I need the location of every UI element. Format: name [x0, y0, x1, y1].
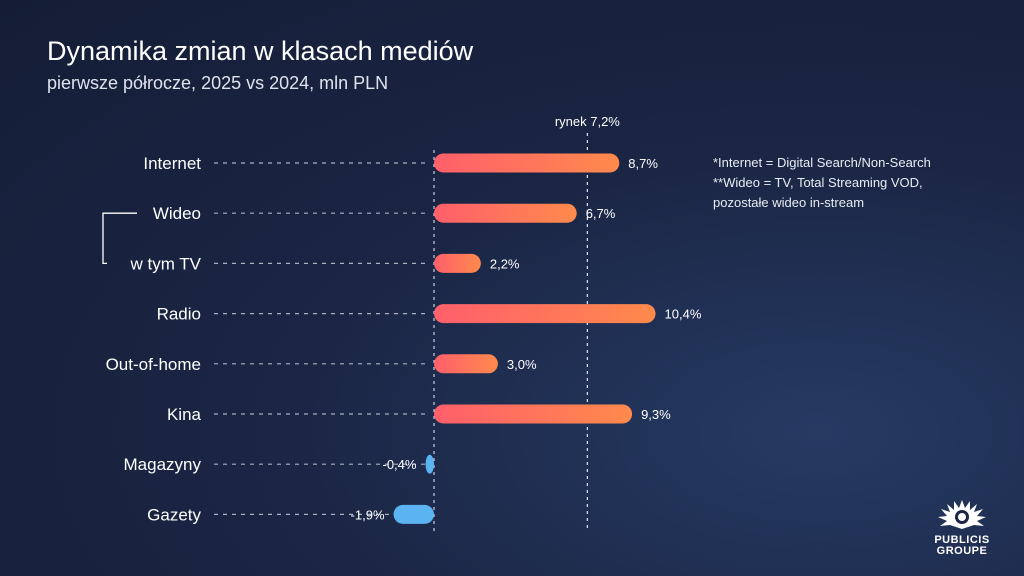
category-label: Kina — [167, 405, 202, 424]
footnote-wideo-cont: pozostałe wideo in-stream — [713, 195, 865, 210]
bar — [434, 304, 656, 324]
bar — [434, 404, 633, 424]
bar — [434, 153, 620, 173]
footnote-wideo: **Wideo = TV, Total Streaming VOD, — [713, 175, 923, 190]
footnote-internet: *Internet = Digital Search/Non-Search — [713, 155, 931, 170]
lion-head-icon — [938, 500, 986, 529]
bar — [434, 354, 498, 374]
bar — [425, 454, 434, 474]
value-label: -1,9% — [351, 507, 385, 522]
value-label: 8,7% — [628, 156, 658, 171]
bar — [434, 203, 577, 223]
category-label: Gazety — [147, 505, 201, 524]
category-label: Out-of-home — [106, 355, 201, 374]
reference-line-label: rynek 7,2% — [555, 114, 620, 129]
logo-line1: PUBLICIS — [934, 534, 990, 546]
category-label: w tym TV — [129, 254, 201, 273]
value-label: 9,3% — [641, 407, 671, 422]
value-label: 3,0% — [507, 357, 537, 372]
value-label: 2,2% — [490, 256, 520, 271]
logo-line2: GROUPE — [936, 545, 988, 557]
bar — [393, 504, 434, 524]
value-label: 6,7% — [586, 206, 616, 221]
bar — [434, 253, 481, 273]
category-label: Radio — [157, 305, 201, 324]
category-label: Magazyny — [124, 455, 202, 474]
group-bracket — [102, 212, 137, 265]
value-label: 10,4% — [665, 307, 702, 322]
publicis-groupe-logo: PUBLICIS GROUPE — [930, 498, 994, 557]
chart-subtitle: pierwsze półrocze, 2025 vs 2024, mln PLN — [47, 73, 389, 93]
value-label: -0,4% — [383, 457, 417, 472]
chart-title: Dynamika zmian w klasach mediów — [47, 36, 474, 66]
category-label: Wideo — [153, 204, 201, 223]
category-label: Internet — [143, 154, 201, 173]
